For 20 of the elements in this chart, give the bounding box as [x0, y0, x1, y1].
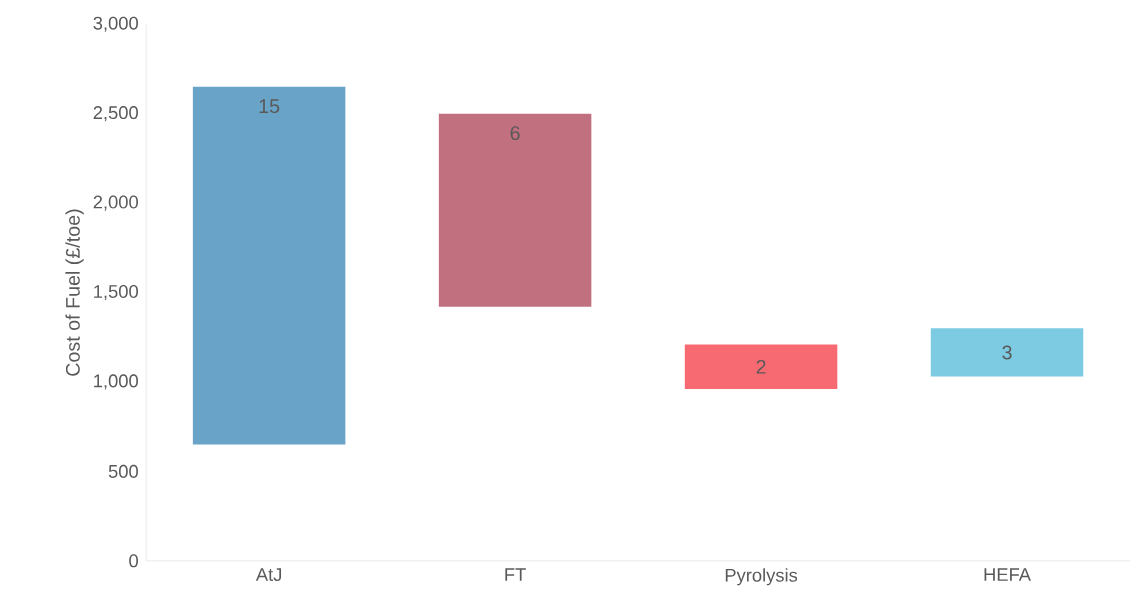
- bar: [438, 113, 592, 307]
- y-tick-label: 500: [108, 464, 138, 478]
- y-tick-label: 1,500: [94, 284, 138, 301]
- x-tick-label: HEFA: [984, 568, 1031, 581]
- y-tick-label: 1,000: [94, 374, 138, 390]
- y-tick-label: 0: [129, 554, 138, 568]
- annotation: 6: [510, 126, 520, 141]
- annotation: 15: [259, 99, 280, 114]
- y-tick-label: 2,000: [93, 195, 138, 211]
- y-tick-label: 3,000: [93, 16, 138, 32]
- annotation: 3: [1002, 345, 1012, 360]
- x-tick-label: AtJ: [255, 568, 282, 582]
- y-axis-title: Cost of Fuel (£/toe): [65, 209, 84, 376]
- bar: [930, 328, 1084, 377]
- bar: [192, 86, 346, 445]
- x-tick-label: FT: [505, 568, 526, 581]
- y-tick-label: 2,500: [93, 106, 138, 122]
- x-tick-label: Pyrolysis: [725, 568, 798, 586]
- bar: [684, 344, 838, 390]
- annotation: 2: [756, 359, 766, 374]
